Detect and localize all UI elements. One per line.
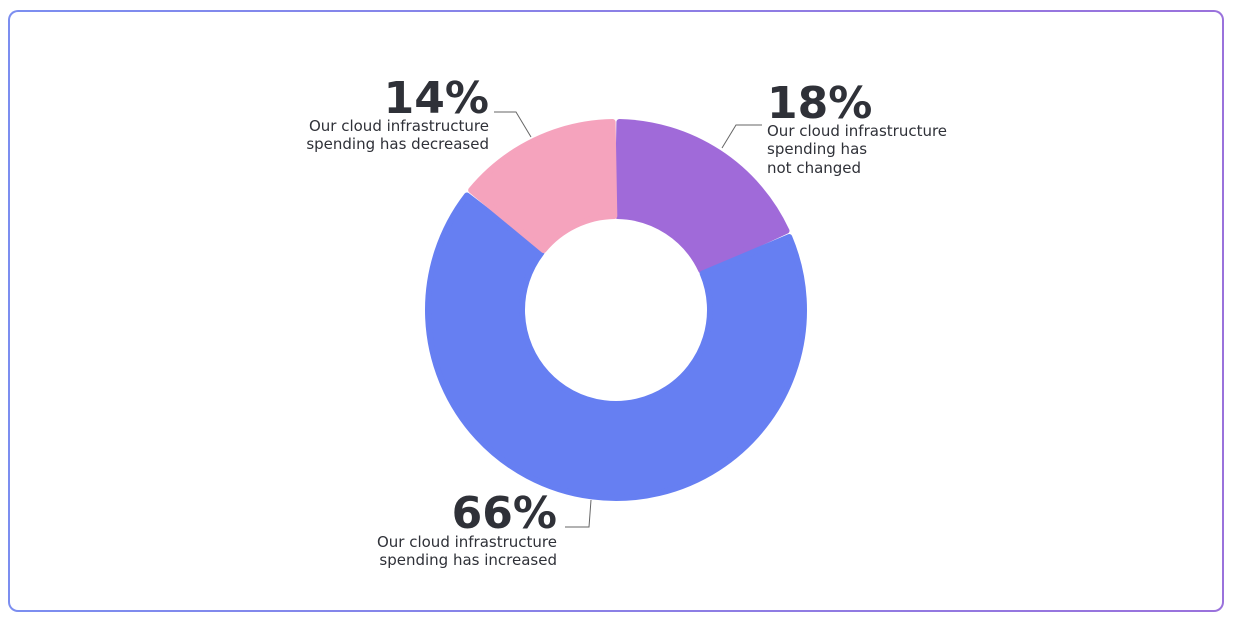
chart-card: [8, 10, 1224, 612]
data-label-not-changed-line-1: Our cloud infrastructure: [767, 122, 947, 140]
leader-line-decreased: [494, 111, 532, 138]
data-label-increased-line-1: Our cloud infrastructure: [377, 533, 557, 551]
data-label-not-changed-value: 18%: [767, 78, 872, 129]
leader-line-not-changed: [721, 124, 762, 149]
slice-not-changed[interactable]: [614, 119, 790, 274]
donut-slices: [425, 119, 807, 501]
leader-line-increased: [565, 499, 592, 528]
data-label-not-changed-line-2: spending has: [767, 140, 867, 158]
data-label-decreased-line-1: Our cloud infrastructure: [309, 117, 489, 135]
slice-decreased[interactable]: [468, 119, 618, 254]
slice-increased[interactable]: [425, 192, 807, 501]
data-label-increased-value: 66%: [452, 488, 557, 539]
data-label-decreased-value: 14%: [384, 73, 489, 124]
data-label-not-changed-line-3: not changed: [767, 159, 861, 177]
data-label-increased-line-2: spending has increased: [379, 551, 557, 569]
data-label-decreased-line-2: spending has decreased: [306, 135, 489, 153]
